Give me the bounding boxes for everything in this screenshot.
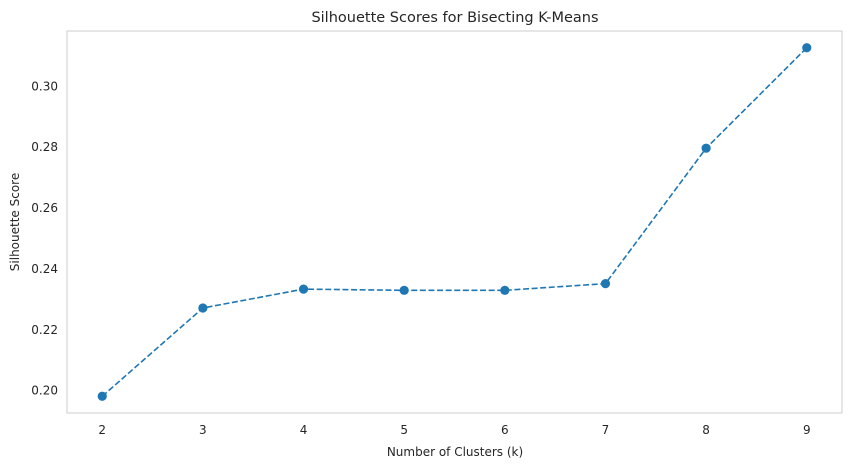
data-point: [298, 284, 309, 294]
plot-area: [66, 30, 843, 414]
chart-title: Silhouette Scores for Bisecting K-Means: [311, 10, 598, 26]
y-tick-labels: 0.20 0.22 0.24 0.26 0.28 0.30: [31, 79, 58, 397]
y-tick-label: 0.30: [31, 79, 58, 93]
x-tick-label: 5: [400, 423, 408, 437]
x-tick-labels: 2 3 4 5 6 7 8 9: [98, 423, 810, 437]
x-tick-label: 7: [602, 423, 610, 437]
x-tick-label: 6: [501, 423, 509, 437]
y-tick-label: 0.22: [31, 323, 58, 337]
x-axis-label: Number of Clusters (k): [387, 445, 523, 459]
y-tick-label: 0.20: [31, 384, 58, 398]
series-points: [97, 43, 812, 401]
data-point: [399, 285, 409, 295]
data-point: [97, 391, 107, 401]
data-point: [500, 285, 510, 295]
x-tick-label: 4: [300, 423, 308, 437]
data-point: [198, 303, 208, 313]
y-tick-label: 0.24: [31, 262, 58, 276]
x-tick-label: 3: [199, 423, 207, 437]
x-tick-label: 2: [98, 423, 106, 437]
y-tick-label: 0.28: [31, 140, 58, 154]
x-tick-label: 8: [702, 423, 710, 437]
x-tick-label: 9: [803, 423, 811, 437]
data-point: [802, 43, 812, 53]
y-tick-label: 0.26: [31, 201, 58, 215]
series-line: [101, 47, 808, 397]
data-point: [701, 143, 711, 153]
y-axis-label: Silhouette Score: [8, 173, 22, 271]
data-point: [600, 279, 611, 289]
